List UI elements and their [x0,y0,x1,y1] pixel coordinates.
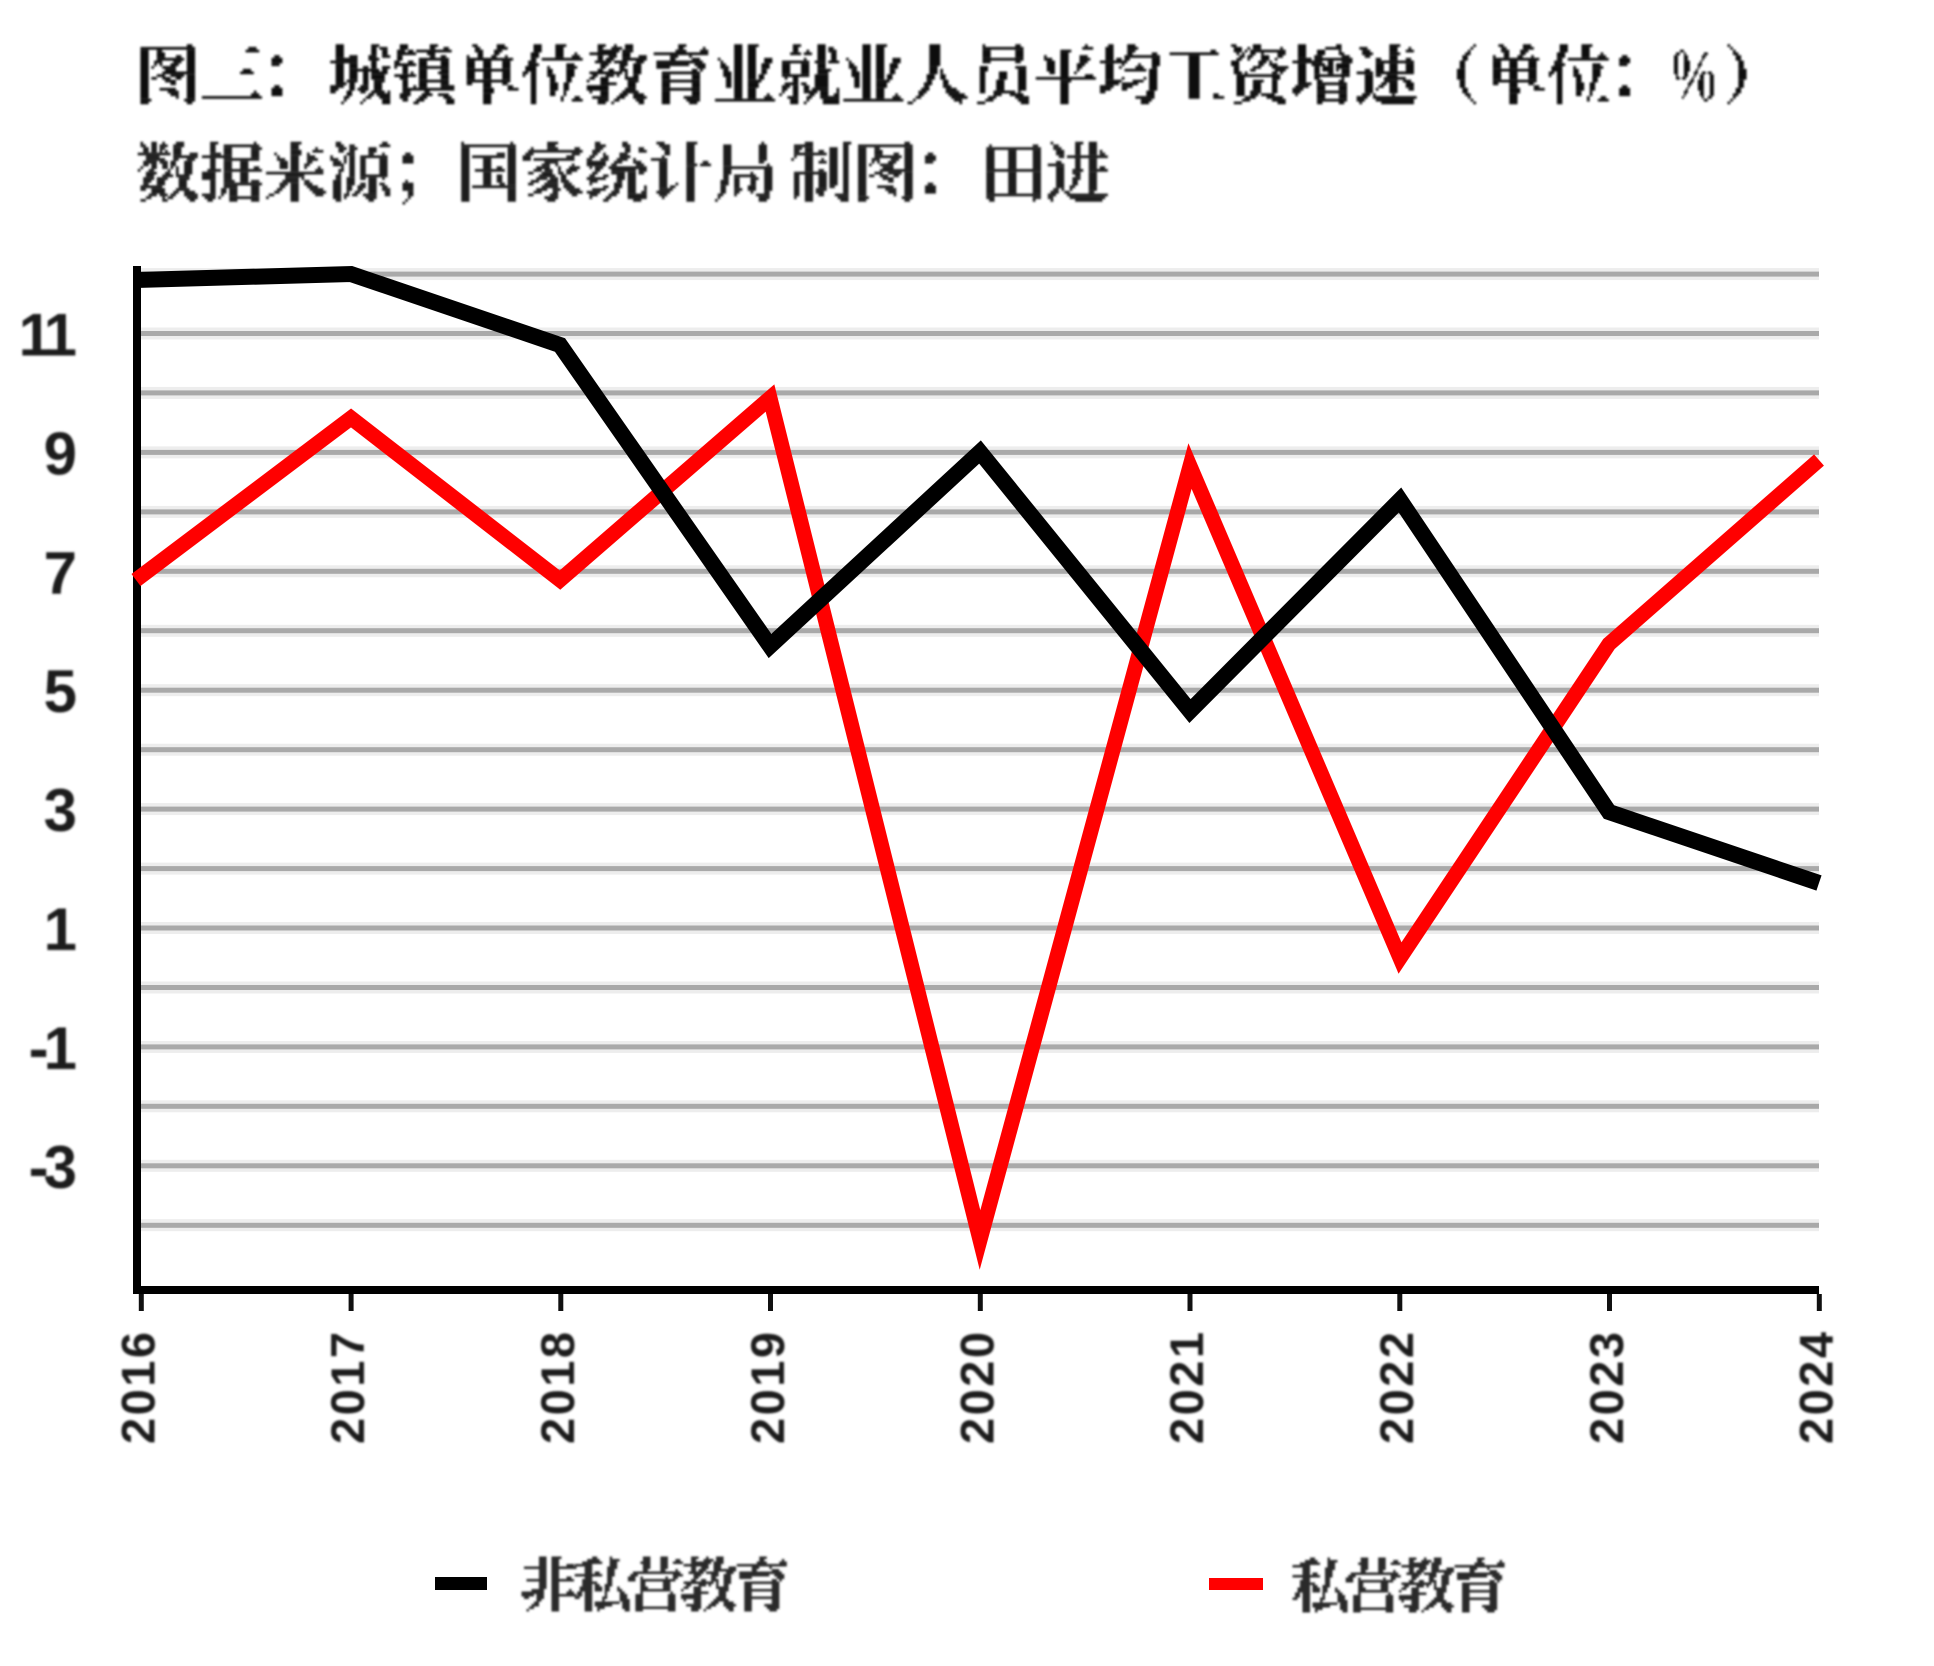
svg-text:2019: 2019 [741,1329,794,1444]
svg-text:7: 7 [44,539,75,606]
svg-text:-1: -1 [29,1015,76,1082]
svg-text:2018: 2018 [531,1329,584,1444]
svg-text:2023: 2023 [1580,1329,1633,1444]
svg-text:1: 1 [44,896,76,963]
svg-text:2016: 2016 [112,1329,165,1444]
svg-text:11: 11 [19,302,76,369]
svg-text:-3: -3 [29,1134,76,1201]
svg-text:2021: 2021 [1160,1329,1213,1444]
svg-text:2020: 2020 [951,1329,1004,1444]
svg-text:5: 5 [44,658,76,725]
svg-text:3: 3 [44,777,76,844]
svg-text:2022: 2022 [1370,1329,1423,1444]
svg-text:2017: 2017 [321,1329,374,1444]
svg-text:9: 9 [44,420,76,487]
svg-text:2024: 2024 [1790,1329,1843,1444]
